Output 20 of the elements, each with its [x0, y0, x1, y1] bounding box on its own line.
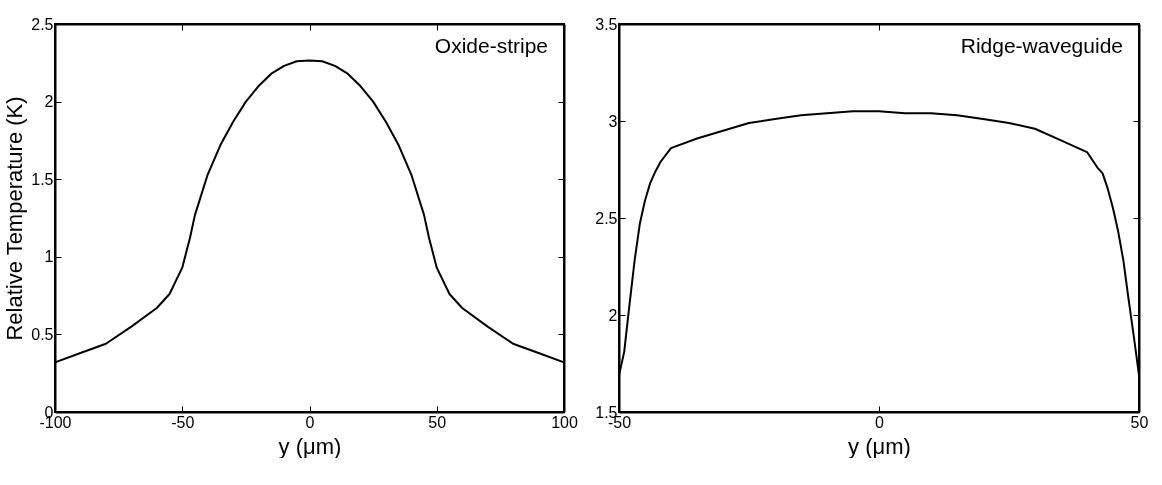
- y-tick-label: 3.5: [595, 15, 618, 33]
- y-axis-title: Relative Temperature (K): [2, 96, 28, 341]
- y-tick-label: 2.5: [31, 15, 54, 33]
- y-tick-label: 2: [44, 93, 54, 111]
- y-tick-label: 1: [44, 248, 54, 266]
- x-tick-label: 50: [428, 413, 447, 431]
- x-tick-label: 100: [551, 413, 578, 431]
- annotation: Ridge-waveguide: [960, 34, 1123, 57]
- x-tick-label: 50: [1130, 413, 1149, 431]
- x-tick-label: 0: [875, 413, 885, 431]
- x-tick-label: 0: [305, 413, 315, 431]
- y-tick-label: 3: [608, 112, 618, 130]
- x-axis-title: y (μm): [848, 433, 911, 459]
- annotation: Oxide-stripe: [434, 34, 548, 57]
- x-axis-title: y (μm): [278, 433, 342, 459]
- y-tick-label: 1.5: [31, 170, 54, 188]
- y-tick-label: 2.5: [595, 209, 618, 227]
- y-tick-label: 2: [608, 306, 618, 324]
- x-tick-label: -50: [171, 413, 195, 431]
- y-tick-label: 0.5: [31, 325, 54, 343]
